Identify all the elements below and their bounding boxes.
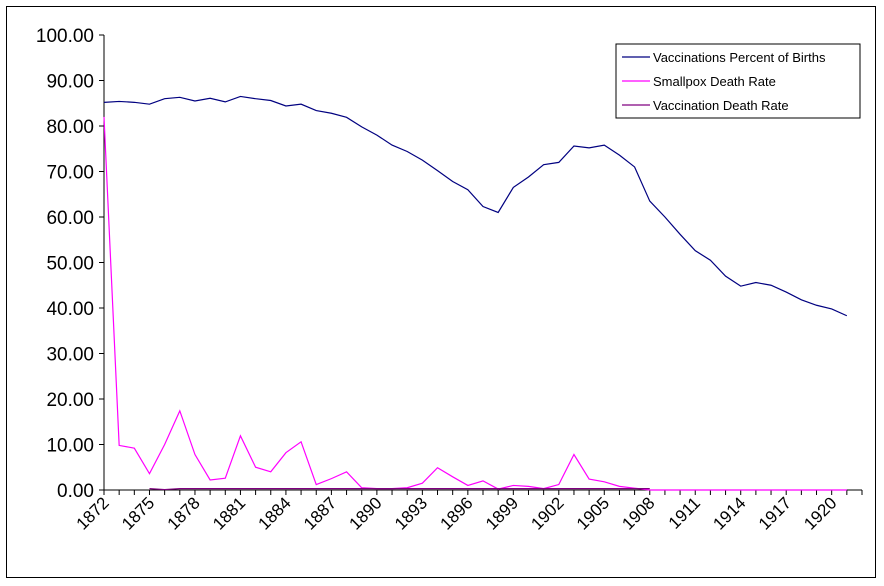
y-axis-ticks: 0.00 10.00 20.00 30.00 40.00 50.00 60.00 70.00 8… — [36, 26, 104, 502]
x-tick-label: 1908 — [618, 493, 658, 533]
x-tick-label: 1893 — [391, 493, 431, 533]
y-tick-label: 30.00 — [46, 345, 94, 366]
legend: Vaccinations Percent of Births Smallpox D… — [615, 43, 861, 119]
x-tick-label: 1911 — [665, 493, 704, 532]
series-line-1 — [103, 95, 848, 317]
x-axis-ticks: 1872 1875 1878 1881 1884 1887 1890 1893 1896 1899… — [73, 490, 863, 534]
series-line-3 — [149, 488, 650, 491]
x-tick-label: 1890 — [346, 493, 386, 533]
y-tick-label: 90.00 — [46, 72, 94, 93]
x-tick-label: 1875 — [118, 493, 158, 533]
y-tick-label: 60.00 — [46, 208, 94, 229]
x-tick-label: 1884 — [255, 493, 295, 533]
x-tick-label: 1887 — [300, 493, 340, 533]
legend-label: Vaccination Death Rate — [653, 98, 789, 113]
y-tick-label: 80.00 — [46, 117, 94, 138]
x-tick-label: 1878 — [164, 493, 204, 533]
x-tick-label: 1899 — [482, 493, 522, 533]
series-lines — [103, 95, 848, 491]
y-tick-label: 100.00 — [36, 26, 94, 47]
legend-label: Smallpox Death Rate — [653, 74, 776, 89]
x-tick-label: 1896 — [436, 493, 476, 533]
y-tick-label: 10.00 — [46, 436, 94, 457]
y-tick-label: 50.00 — [46, 254, 94, 275]
x-tick-label: 1905 — [573, 493, 613, 533]
x-tick-label: 1914 — [709, 493, 749, 533]
y-tick-label: 0.00 — [57, 481, 94, 502]
legend-label: Vaccinations Percent of Births — [653, 50, 826, 65]
y-tick-label: 70.00 — [46, 163, 94, 184]
y-tick-label: 20.00 — [46, 390, 94, 411]
x-tick-label: 1881 — [209, 493, 249, 533]
legend-box — [615, 43, 861, 119]
y-tick-label: 40.00 — [46, 299, 94, 320]
x-tick-label: 1902 — [527, 493, 567, 533]
x-tick-label: 1917 — [755, 493, 795, 533]
series-line-2 — [103, 116, 847, 491]
x-tick-label: 1920 — [800, 493, 840, 533]
